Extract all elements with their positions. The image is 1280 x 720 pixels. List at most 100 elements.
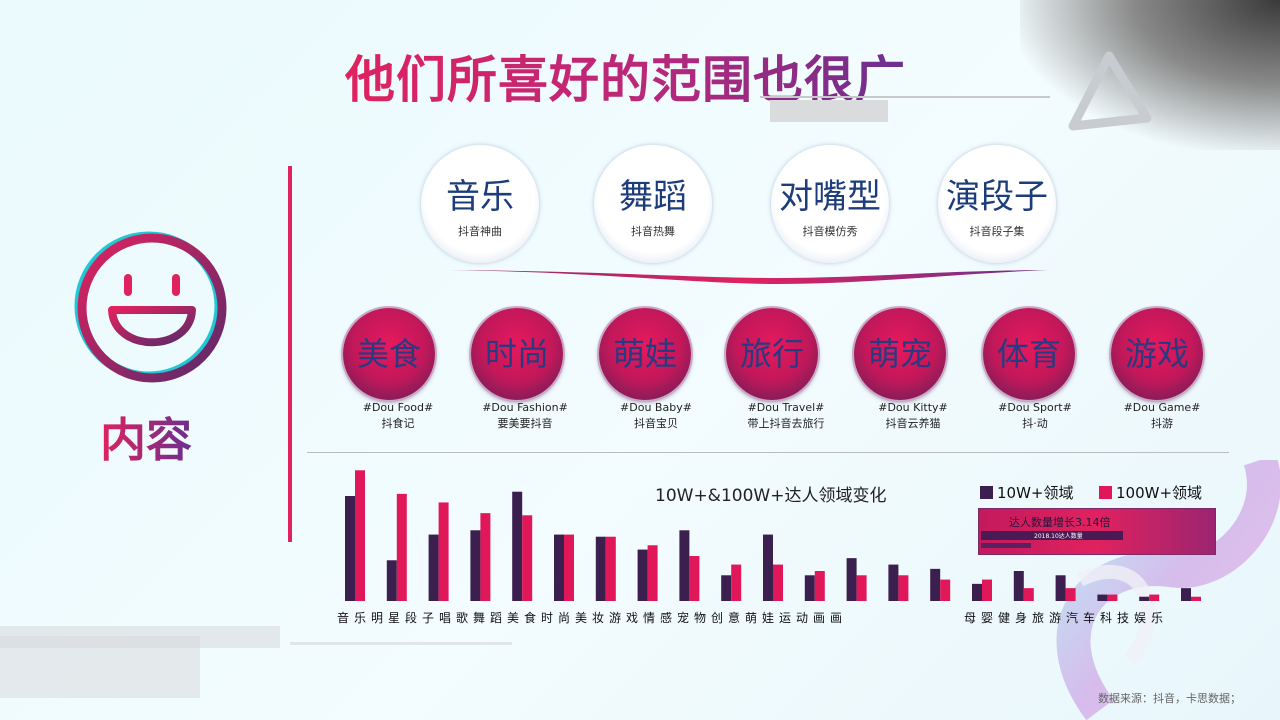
category-tag-sport: #Dou Sport# 抖·动 <box>970 400 1100 432</box>
category-sub: 抖音宝贝 <box>634 417 678 430</box>
category-pet: 萌宠 <box>854 308 946 400</box>
bar-10w-情感 <box>721 575 732 601</box>
category-name: 时尚 <box>484 335 549 373</box>
bar-100w-明星 <box>396 493 407 601</box>
category-tag-game: #Dou Game# 抖游 <box>1097 400 1227 432</box>
category-tag-food: #Dou Food# 抖食记 <box>333 400 463 432</box>
category-tag-baby: #Dou Baby# 抖音宝贝 <box>591 400 721 432</box>
category-fashion: 时尚 <box>471 308 563 400</box>
section-divider <box>307 452 1229 453</box>
top-category-music: 音乐 抖音神曲 <box>421 145 539 263</box>
category-sub: 抖食记 <box>381 417 415 430</box>
gray-block-decoration <box>770 100 888 122</box>
growth-bar <box>981 531 1123 540</box>
data-source: 数据来源：抖音，卡思数据； <box>1098 692 1241 705</box>
bar-100w-美食 <box>564 534 574 601</box>
growth-title: 达人数量增长3.14倍 <box>1009 516 1111 529</box>
bar-100w-画画 <box>940 579 951 601</box>
category-sub: 抖游 <box>1151 417 1173 430</box>
bar-10w-美妆 <box>637 549 648 601</box>
top-category-name: 舞蹈 <box>619 177 687 217</box>
bar-100w-游戏 <box>689 556 700 601</box>
bar-100w-运动 <box>898 575 909 601</box>
category-sport: 体育 <box>983 308 1075 400</box>
category-travel: 旅行 <box>726 308 818 400</box>
category-name: 萌宠 <box>867 335 932 373</box>
bar-100w-萌娃 <box>856 575 867 601</box>
category-game: 游戏 <box>1111 308 1203 400</box>
category-hashtag: #Dou Fashion# <box>482 401 568 414</box>
category-tag-travel: #Dou Travel# 带上抖音去旅行 <box>721 400 851 432</box>
category-hashtag: #Dou Travel# <box>747 401 825 414</box>
corner-shadow-decoration <box>1020 0 1280 150</box>
swirl-decoration <box>1056 460 1280 720</box>
category-sub: 抖音云养猫 <box>885 417 941 430</box>
bar-10w-时尚 <box>595 536 606 601</box>
category-hashtag: #Dou Baby# <box>620 401 692 414</box>
category-tag-pet: #Dou Kitty# 抖音云养猫 <box>848 400 978 432</box>
gray-block-decoration <box>0 636 200 698</box>
legend-label: 10W+领域 <box>997 484 1074 502</box>
bar-100w-唱歌 <box>480 513 491 601</box>
category-hashtag: #Dou Game# <box>1123 401 1201 414</box>
x-axis-labels-right: 母婴健身旅游汽车科技娱乐 <box>964 611 1169 625</box>
legend-item-100w: 100W+领域 <box>1099 482 1202 503</box>
smiley-icon <box>74 231 227 383</box>
top-category-dance: 舞蹈 抖音热舞 <box>594 145 712 263</box>
category-sub: 抖·动 <box>1022 417 1048 430</box>
bar-10w-游戏 <box>679 530 690 601</box>
chart-title: 10W+&100W+达人领域变化 <box>655 486 887 506</box>
top-category-lipsync: 对嘴型 抖音模仿秀 <box>771 145 889 263</box>
bar-10w-母婴 <box>972 583 982 601</box>
top-category-sub: 抖音神曲 <box>458 225 502 238</box>
bar-100w-音乐 <box>355 470 365 601</box>
bar-10w-段子 <box>428 534 439 601</box>
top-category-sub: 抖音模仿秀 <box>802 225 858 238</box>
page-title: 他们所喜好的范围也很广 <box>345 40 906 112</box>
top-category-name: 对嘴型 <box>779 177 881 217</box>
top-category-sub: 抖音热舞 <box>631 225 675 238</box>
bar-100w-母婴 <box>982 579 992 601</box>
x-axis-labels-left: 音乐明星段子唱歌舞蹈美食时尚美妆游戏情感宠物创意萌娃运动画画 <box>337 611 848 625</box>
category-name: 美食 <box>356 335 421 373</box>
growth-callout: 达人数量增长3.14倍 2018.10达人数量 <box>978 508 1216 555</box>
gray-line-decoration <box>290 642 512 645</box>
category-sub: 要美要抖音 <box>497 417 553 430</box>
bar-10w-萌娃 <box>846 558 857 601</box>
bar-10w-唱歌 <box>470 530 481 601</box>
vertical-accent-line <box>288 166 292 542</box>
bar-10w-宠物 <box>763 534 773 601</box>
category-hashtag: #Dou Sport# <box>998 401 1072 414</box>
top-category-name: 音乐 <box>446 177 514 217</box>
category-baby: 萌娃 <box>599 308 691 400</box>
triangle-decoration <box>1068 51 1152 131</box>
bar-100w-时尚 <box>605 536 616 601</box>
content-label: 内容 <box>100 404 192 470</box>
growth-bar-small <box>981 543 1031 548</box>
bar-100w-情感 <box>731 564 742 601</box>
growth-note: 2018.10达人数量 <box>1034 533 1083 540</box>
category-name: 萌娃 <box>612 335 677 373</box>
bar-10w-画画 <box>930 568 941 601</box>
bar-10w-创意 <box>804 575 815 601</box>
legend-item-10w: 10W+领域 <box>980 482 1074 503</box>
bar-10w-美食 <box>554 534 564 601</box>
legend-swatch <box>980 486 993 499</box>
top-category-sub: 抖音段子集 <box>969 225 1025 238</box>
bar-100w-宠物 <box>773 564 783 601</box>
bar-100w-段子 <box>438 502 449 601</box>
title-underline <box>760 96 1050 98</box>
bar-10w-音乐 <box>345 496 355 601</box>
category-hashtag: #Dou Kitty# <box>878 401 948 414</box>
bar-100w-舞蹈 <box>522 515 533 601</box>
bar-10w-运动 <box>888 564 899 601</box>
bar-100w-美妆 <box>647 545 658 601</box>
legend-swatch <box>1099 486 1112 499</box>
top-category-jokes: 演段子 抖音段子集 <box>938 145 1056 263</box>
bar-100w-创意 <box>814 571 825 601</box>
wave-divider <box>448 270 1048 284</box>
category-tag-fashion: #Dou Fashion# 要美要抖音 <box>460 400 590 432</box>
category-food: 美食 <box>343 308 435 400</box>
category-name: 体育 <box>996 335 1061 373</box>
top-category-name: 演段子 <box>946 177 1048 217</box>
